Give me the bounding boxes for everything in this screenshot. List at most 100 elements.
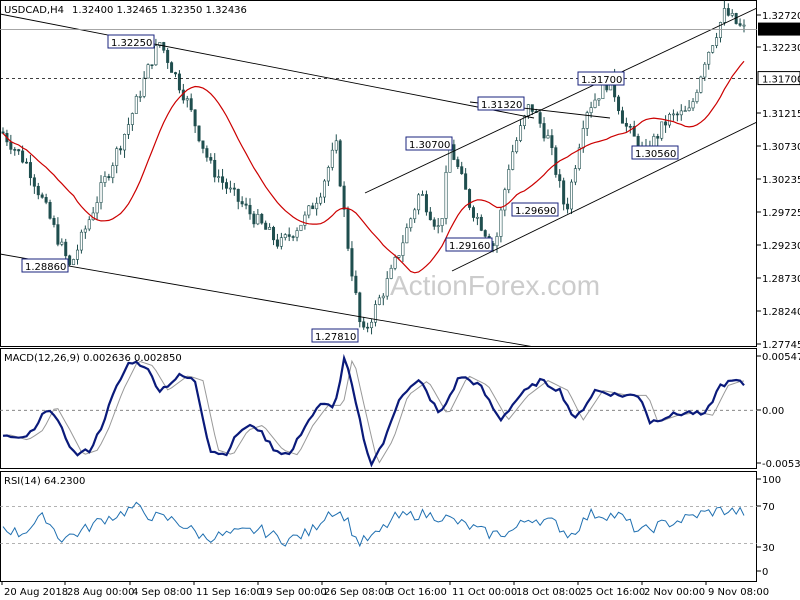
candle-body (617, 96, 621, 112)
candle-body (507, 169, 511, 191)
candle-body (499, 209, 503, 237)
candle (311, 202, 315, 210)
candle-body (115, 148, 119, 166)
candle (326, 165, 330, 187)
candle-body (350, 248, 354, 277)
candle (83, 225, 87, 239)
candle-body (569, 181, 573, 210)
candle (334, 134, 338, 154)
candle-body (291, 236, 295, 238)
candle-body (95, 202, 99, 214)
candle (573, 165, 577, 186)
channel-line (451, 121, 757, 272)
channel-line (0, 253, 535, 347)
annotation-text: 1.31700 (581, 75, 622, 86)
candle-body (393, 257, 397, 269)
candle (119, 145, 123, 155)
candle-body (362, 321, 366, 328)
candle-body (197, 125, 201, 142)
candle-body (75, 249, 79, 260)
candle (236, 188, 240, 210)
candle (79, 229, 83, 254)
candle (224, 178, 228, 194)
candle-body (742, 24, 746, 27)
time-tick-label: 9 Nov 08:00 (708, 587, 769, 598)
channel-line (0, 13, 535, 119)
candle (471, 205, 475, 222)
candle-body (252, 213, 256, 225)
price-tick-label: 1.29725 (762, 208, 800, 219)
candle-body (562, 180, 566, 205)
candle-body (468, 189, 472, 208)
candle-body (103, 176, 107, 183)
rsi-line (2, 501, 745, 548)
candle (679, 104, 683, 121)
candle (48, 199, 52, 220)
candle (342, 181, 346, 218)
candle-body (683, 110, 687, 112)
candle (330, 142, 334, 171)
candle (40, 192, 44, 199)
candle (32, 174, 36, 194)
candle (287, 227, 291, 242)
candle (703, 62, 707, 81)
candle-body (295, 230, 299, 238)
price-tick-label: 1.30235 (762, 175, 800, 186)
candle-body (123, 134, 127, 151)
candle (550, 129, 554, 156)
price-tick-label: 1.30730 (762, 142, 800, 153)
candle (1, 127, 5, 135)
candle-body (17, 149, 21, 152)
candle (593, 93, 597, 109)
candle-body (370, 321, 374, 329)
candle-body (691, 101, 695, 109)
candle-body (209, 157, 213, 161)
candle (315, 197, 319, 216)
candle-body (346, 209, 350, 249)
candle-body (456, 159, 460, 167)
candle (319, 192, 323, 206)
candle-body (1, 131, 5, 134)
annotation-text: 1.30700 (409, 140, 450, 151)
candle (358, 291, 362, 328)
candle-body (381, 295, 385, 299)
candle-body (36, 185, 40, 196)
price-annotation: 1.30560 (631, 145, 679, 160)
candle-body (48, 202, 52, 219)
macd-tick-label: 0.00 (762, 406, 784, 417)
candle-body (287, 234, 291, 237)
level-price-label: 1.31700 (762, 75, 800, 86)
annotation-text: 1.32250 (111, 38, 152, 49)
candle (711, 44, 715, 54)
annotation-box (311, 328, 359, 343)
price-annotation: 1.31700 (577, 71, 625, 86)
candle-body (217, 176, 221, 178)
candle-body (166, 49, 170, 63)
rsi-panel-frame (0, 471, 757, 582)
candle-body (589, 107, 593, 113)
candle-body (585, 112, 589, 129)
candle (546, 129, 550, 139)
candle-body (174, 72, 178, 75)
annotation-text: 1.31320 (481, 100, 522, 111)
candle-body (322, 180, 326, 198)
candle-body (256, 213, 260, 225)
candle (577, 143, 581, 171)
candle-body (722, 8, 726, 23)
candle (52, 215, 56, 228)
candle (597, 98, 601, 107)
candle-body (107, 176, 111, 179)
candle-body (538, 112, 542, 124)
candle (268, 223, 272, 230)
candle (150, 64, 154, 70)
price-tick-label: 1.28240 (762, 307, 800, 318)
candle (264, 220, 268, 230)
candle-body (338, 140, 342, 187)
candle-body (32, 177, 36, 187)
macd-signal-line (3, 359, 745, 464)
candle (377, 294, 381, 306)
candle (730, 9, 734, 18)
candle (620, 106, 624, 124)
candle-body (138, 96, 142, 98)
price-annotation: 1.29690 (511, 202, 559, 217)
